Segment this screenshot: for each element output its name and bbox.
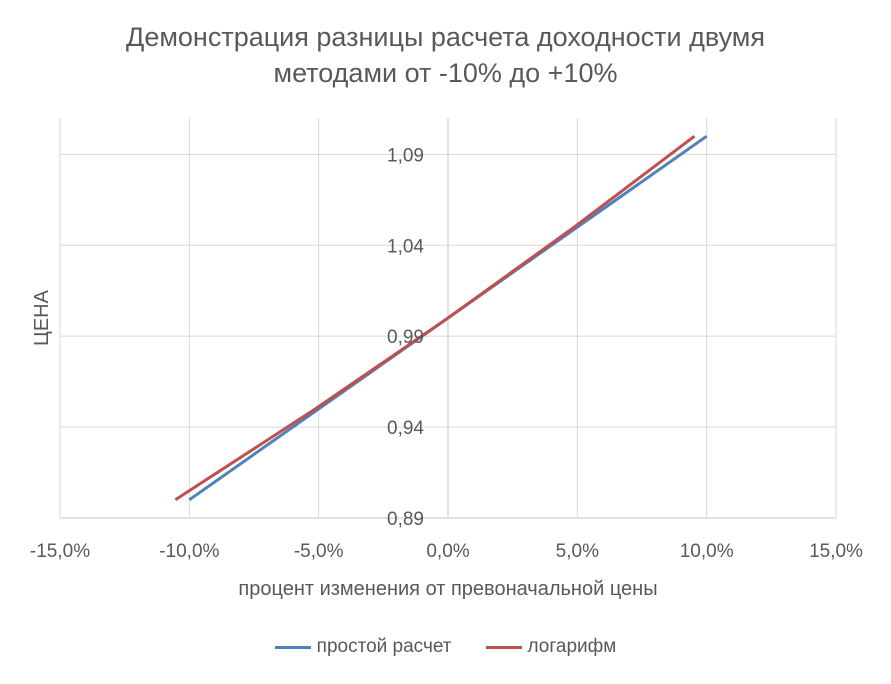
legend-swatch-log	[485, 645, 522, 649]
grid-layer	[59, 118, 837, 519]
chart-title-line-2: методами от -10% до +10%	[273, 58, 618, 88]
y-tick-label: 0,89	[387, 509, 424, 530]
x-tick-label: -10,0%	[159, 541, 219, 562]
x-axis-title: процент изменения от превоначальной цены	[238, 578, 657, 600]
x-tick-label: -5,0%	[294, 541, 344, 562]
x-tick-label: 5,0%	[556, 541, 599, 562]
legend-label-log: логарифм	[527, 636, 617, 657]
y-tick-label: 0,94	[387, 418, 424, 439]
y-tick-label: 1,04	[387, 236, 424, 257]
legend-item-log: логарифм	[485, 636, 617, 658]
legend-label-simple: простой расчет	[316, 636, 452, 657]
x-tick-label: -15,0%	[30, 541, 90, 562]
legend: простой расчет логарифм	[0, 636, 891, 658]
x-tick-label: 0,0%	[426, 541, 469, 562]
y-tick-label: 0,99	[387, 327, 424, 348]
x-tick-label: 15,0%	[809, 541, 863, 562]
series-layer	[174, 134, 708, 502]
x-tick-label: 10,0%	[680, 541, 734, 562]
series-line-log	[174, 135, 696, 502]
y-tick-label: 1,09	[387, 145, 424, 166]
tick-label-layer: -15,0% -10,0% -5,0% 0,0% 5,0% 10,0% 15,0% 0,89 0…	[30, 145, 863, 562]
legend-item-simple: простой расчет	[274, 636, 452, 658]
chart-title-line-1: Демонстрация разницы расчета доходности …	[126, 22, 765, 52]
legend-swatch-simple	[274, 645, 311, 649]
y-axis-title: ЦЕНА	[31, 289, 53, 346]
